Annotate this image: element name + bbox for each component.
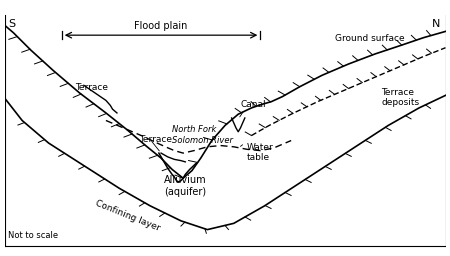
Text: Terrace: Terrace xyxy=(75,83,108,92)
Text: Terrace
deposits: Terrace deposits xyxy=(382,88,420,107)
Text: S: S xyxy=(8,19,15,29)
Text: Ground surface: Ground surface xyxy=(335,34,405,43)
Text: Not to scale: Not to scale xyxy=(8,231,58,240)
Text: North Fork
Solomon River: North Fork Solomon River xyxy=(172,125,233,145)
Text: Terrace: Terrace xyxy=(139,135,172,144)
Text: Canal: Canal xyxy=(240,100,266,109)
Text: N: N xyxy=(432,19,440,29)
Text: Alluvium
(aquifer): Alluvium (aquifer) xyxy=(164,175,207,197)
Text: Flood plain: Flood plain xyxy=(135,22,188,31)
Text: Water
table: Water table xyxy=(247,143,274,163)
Text: Confining layer: Confining layer xyxy=(94,199,162,233)
